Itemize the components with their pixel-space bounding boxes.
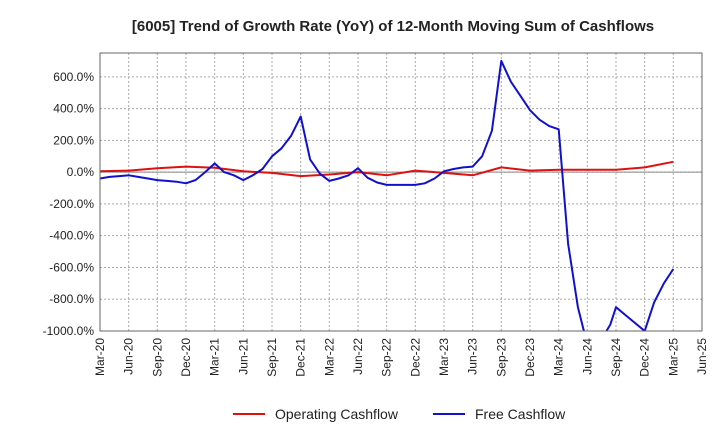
plot-frame: [99, 52, 703, 332]
x-tick-label: Mar-20: [93, 338, 107, 376]
x-tick-label: Dec-23: [523, 338, 537, 377]
x-tick-label: Dec-22: [408, 338, 422, 377]
y-tick-label: -1000.0%: [43, 324, 95, 338]
legend-item: Free Cashflow: [433, 406, 566, 422]
chart-title: [6005] Trend of Growth Rate (YoY) of 12-…: [132, 18, 654, 35]
x-tick-label: Dec-20: [179, 338, 193, 377]
y-tick-label: -800.0%: [49, 292, 94, 306]
y-tick-label: 200.0%: [53, 133, 94, 147]
grid-lines: [99, 53, 703, 332]
x-tick-label: Sep-20: [150, 338, 164, 377]
x-tick-label: Sep-22: [380, 338, 394, 377]
y-tick-label: -200.0%: [49, 197, 94, 211]
x-tick-label: Sep-21: [265, 338, 279, 377]
legend-label: Operating Cashflow: [275, 406, 399, 422]
series-line-free-cashflow: [100, 59, 675, 331]
x-tick-label: Jun-23: [466, 338, 480, 375]
legend-label: Free Cashflow: [475, 406, 566, 422]
x-tick-label: Sep-24: [609, 338, 623, 377]
series-line-operating-cashflow: [100, 160, 674, 178]
y-axis: 600.0% 400.0% 200.0% 0.0% -200.0% -400.0% -600…: [43, 70, 95, 338]
legend: Operating Cashflow Free Cashflow: [233, 406, 566, 422]
x-tick-label: Sep-23: [494, 338, 508, 377]
x-tick-label: Jun-21: [236, 338, 250, 375]
x-axis: Mar-20 Jun-20 Sep-20 Dec-20 Mar-21 Jun-21 Sep-…: [93, 338, 709, 377]
x-tick-label: Jun-22: [351, 338, 365, 375]
x-tick-label: Mar-22: [322, 338, 336, 376]
y-tick-label: 0.0%: [67, 165, 95, 179]
x-tick-label: Mar-21: [208, 338, 222, 376]
y-tick-label: 400.0%: [53, 102, 94, 116]
y-tick-label: -600.0%: [49, 260, 94, 274]
y-tick-label: -400.0%: [49, 229, 94, 243]
x-tick-label: Mar-25: [666, 338, 680, 376]
x-tick-label: Jun-20: [122, 338, 136, 375]
x-tick-label: Dec-24: [638, 338, 652, 377]
x-tick-label: Mar-24: [552, 338, 566, 376]
y-tick-label: 600.0%: [53, 70, 94, 84]
plot-area: [100, 59, 702, 331]
x-tick-label: Jun-25: [695, 338, 709, 375]
x-tick-label: Jun-24: [580, 338, 594, 375]
x-tick-label: Mar-23: [437, 338, 451, 376]
x-tick-label: Dec-21: [294, 338, 308, 377]
legend-item: Operating Cashflow: [233, 406, 399, 422]
